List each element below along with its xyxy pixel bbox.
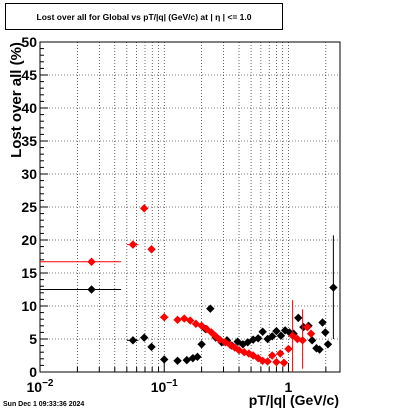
data-point [268, 351, 277, 360]
y-tick-label: 45 [21, 67, 37, 83]
timestamp: Sun Dec 1 09:33:36 2024 [3, 401, 85, 408]
data-point [140, 333, 149, 342]
data-point [321, 328, 330, 337]
tick-layer [39, 41, 327, 373]
y-tick-label: 10 [21, 298, 37, 314]
label-layer: 0 5 10 15 20 25 30 35 40 45 50 10−2 10−1 1 [21, 34, 292, 395]
data-point [323, 340, 333, 349]
data-point [206, 304, 215, 313]
y-tick-label: 20 [21, 232, 37, 248]
y-tick-label: 5 [29, 331, 37, 347]
data-point [147, 245, 156, 254]
data-point [268, 332, 277, 341]
series-0 [40, 235, 338, 365]
data-point [197, 340, 206, 349]
y-tick-label: 35 [21, 133, 37, 149]
data-point [272, 326, 281, 336]
data-point [186, 316, 195, 325]
y-tick-label: 25 [21, 199, 37, 215]
data-point [329, 283, 338, 292]
y-tick-label: 15 [21, 265, 37, 281]
data-point [318, 318, 327, 327]
data-point [128, 240, 138, 249]
x-tick-label: 10−1 [151, 378, 178, 395]
grid-layer [40, 42, 340, 372]
x-tick-label: 1 [285, 379, 293, 395]
y-tick-label: 40 [21, 100, 37, 116]
data-point [193, 352, 202, 362]
data-point [306, 329, 316, 338]
data-point [160, 355, 169, 364]
data-point [294, 313, 303, 323]
x-tick-label: 10−2 [27, 378, 54, 395]
data-point [263, 357, 272, 366]
data-point [140, 204, 149, 213]
data-point [87, 257, 96, 266]
data-point [230, 343, 240, 352]
data-point [173, 315, 182, 325]
data-point [147, 342, 156, 352]
y-tick-label: 0 [29, 364, 37, 380]
series-layer [40, 204, 338, 372]
data-point [279, 358, 289, 367]
y-tick-label: 30 [21, 166, 37, 182]
data-point [197, 321, 206, 330]
y-axis-label: Lost over all (%) [8, 42, 25, 158]
chart-title: Lost over all for Global vs pT/|q| (GeV/… [5, 3, 283, 30]
data-point [258, 356, 267, 365]
data-point [315, 345, 324, 354]
data-point [272, 357, 281, 367]
data-point [173, 356, 182, 365]
data-point [303, 322, 312, 332]
data-point [226, 340, 235, 350]
data-point [238, 340, 248, 349]
series-1 [40, 204, 316, 372]
x-axis-label: pT/|q| (GeV/c) [249, 392, 339, 408]
y-tick-label: 50 [21, 34, 37, 50]
data-point [128, 336, 138, 345]
data-point [160, 313, 169, 322]
data-point [298, 336, 307, 345]
data-point [307, 336, 317, 345]
data-point [276, 349, 285, 358]
data-point [284, 344, 293, 354]
data-point [87, 285, 96, 294]
data-point [211, 332, 220, 341]
data-point [253, 334, 263, 343]
data-point [276, 331, 286, 340]
data-point [258, 327, 267, 336]
